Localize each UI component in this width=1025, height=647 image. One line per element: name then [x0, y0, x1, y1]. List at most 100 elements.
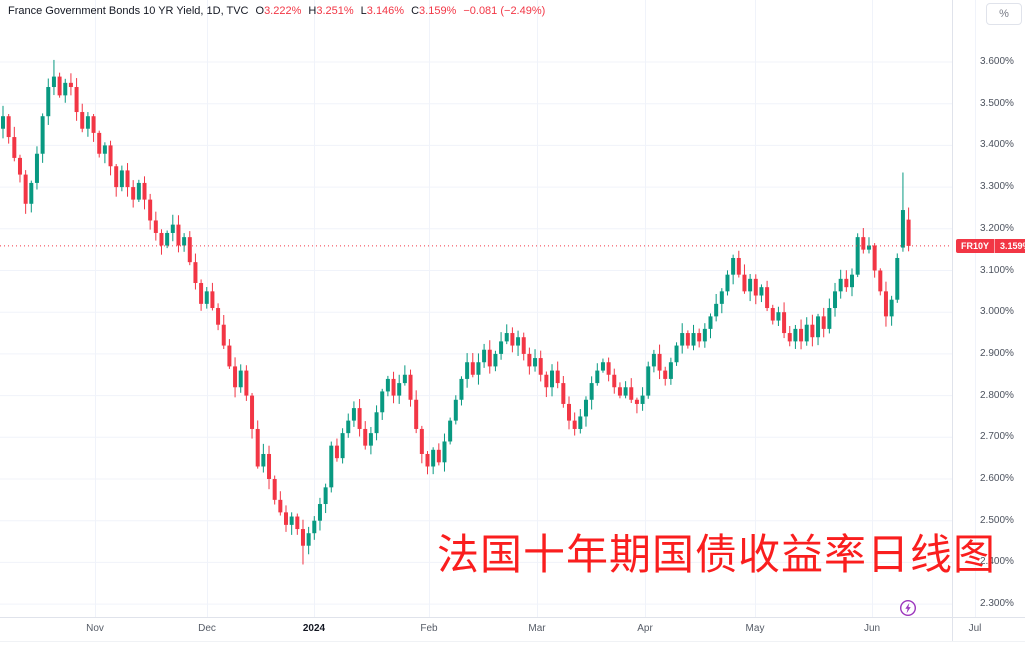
candle [589, 376, 594, 410]
candle-body [776, 312, 781, 321]
candle-body [346, 420, 351, 434]
candle [425, 451, 430, 475]
candle [827, 298, 832, 334]
candle [442, 433, 447, 472]
candle [759, 284, 764, 303]
ohlc-low: L 3.146% [360, 5, 405, 17]
candle-body [906, 219, 911, 246]
candle-body [691, 333, 696, 346]
ohlc-close: C 3.159% [411, 5, 457, 17]
candle [323, 483, 328, 514]
candle [799, 319, 804, 350]
candle-body [787, 333, 792, 342]
candle-body [516, 337, 521, 346]
candle [861, 228, 866, 254]
candle [787, 325, 792, 347]
candle-body [238, 370, 243, 388]
candle-wick [636, 397, 638, 414]
candle [402, 365, 407, 386]
candle-body [267, 453, 272, 479]
candle-body [612, 374, 617, 388]
candle-body [810, 324, 815, 338]
candle [380, 388, 385, 420]
candle [63, 78, 68, 103]
candle [668, 357, 673, 385]
candle-body [765, 287, 770, 309]
candle-body [402, 374, 407, 384]
candle-body [385, 378, 390, 392]
candle-body [108, 145, 113, 167]
candle [470, 353, 475, 378]
candle-body [578, 416, 583, 429]
candle [708, 313, 713, 339]
candle [80, 103, 85, 133]
candle [12, 126, 17, 162]
candle [368, 426, 373, 455]
candle [782, 302, 787, 339]
candle [97, 130, 102, 158]
candle [272, 475, 277, 505]
candle-body [742, 274, 747, 292]
candle-body [136, 182, 141, 200]
candle [204, 287, 209, 309]
candle-body [102, 145, 107, 154]
candle [300, 519, 305, 565]
candle [544, 371, 549, 398]
candle [414, 390, 419, 434]
candle-body [646, 366, 651, 396]
candle-body [889, 299, 894, 317]
candle-body [91, 116, 96, 133]
candle [595, 363, 600, 386]
candle [493, 350, 498, 372]
candle [657, 344, 662, 380]
candle [317, 497, 322, 531]
candle-body [227, 345, 232, 367]
candle-body [306, 533, 311, 546]
candle [165, 230, 170, 249]
candle-wick [868, 237, 870, 254]
candle-body [770, 308, 775, 321]
symbol-title[interactable]: France Government Bonds 10 YR Yield, 1D,… [8, 5, 249, 17]
lightning-icon[interactable] [899, 599, 917, 617]
candle [838, 269, 843, 299]
candle [765, 280, 770, 312]
candle-body [380, 391, 385, 413]
candle-body [419, 428, 424, 454]
candle-body [425, 453, 430, 467]
candle-body [244, 370, 249, 396]
candle-body [453, 399, 458, 421]
candle-body [300, 529, 305, 546]
candle [821, 307, 826, 338]
candle [883, 281, 888, 327]
candle [753, 274, 758, 305]
candle [629, 378, 634, 403]
candle-body [482, 349, 487, 363]
candle-body [6, 116, 11, 138]
candle-body [866, 245, 871, 250]
candle-body [821, 316, 826, 329]
candle [816, 313, 821, 346]
candle [504, 324, 509, 345]
candle-body [119, 170, 124, 188]
candle-body [357, 408, 362, 429]
candle [850, 268, 854, 297]
candle [487, 340, 492, 374]
percent-scale-button[interactable]: % [986, 3, 1022, 25]
candle-body [397, 383, 402, 396]
candle [176, 215, 181, 253]
candle-body [29, 182, 34, 204]
candle [346, 413, 351, 438]
candle-body [221, 324, 226, 346]
candle [6, 114, 11, 144]
candle [521, 332, 526, 361]
candle-body [125, 170, 130, 188]
candle [538, 350, 543, 382]
candle-body [459, 378, 464, 400]
candle [855, 233, 860, 278]
candle-body [521, 337, 526, 354]
candle-body [193, 262, 198, 284]
candle [125, 163, 130, 197]
candle-body [668, 362, 673, 379]
candle-body [640, 395, 645, 404]
